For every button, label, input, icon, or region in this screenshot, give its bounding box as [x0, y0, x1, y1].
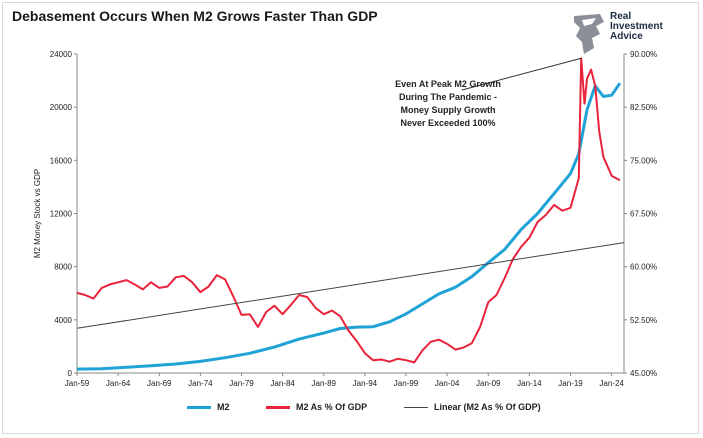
- x-tick-label: Jan-24: [599, 379, 624, 388]
- logo-line3: Advice: [610, 31, 643, 42]
- x-tick-label: Jan-19: [558, 379, 583, 388]
- y-right-tick-label: 67.50%: [630, 210, 657, 219]
- y-right-tick-label: 82.50%: [630, 103, 657, 112]
- y-right-tick-label: 75.00%: [630, 156, 657, 165]
- y-left-tick-label: 24000: [50, 50, 73, 59]
- logo-line2: Investment: [610, 21, 663, 32]
- axes: 0 4000 8000 12000 16000 20000 24000 45.00% 52.50…: [33, 50, 657, 388]
- legend-swatch-linear: [404, 406, 428, 408]
- chart-frame: [2, 2, 699, 434]
- legend-swatch-m2-pct: [266, 405, 290, 409]
- annotation-line: Even At Peak M2 Growth: [395, 79, 501, 89]
- annotation-pointer: [461, 57, 582, 91]
- series-line-0: [76, 82, 622, 371]
- legend-swatch-m2: [187, 405, 211, 409]
- y-right-tick-label: 45.00%: [630, 369, 657, 378]
- y-left-tick-label: 16000: [50, 156, 73, 165]
- y-axis-label: M2 Money Stock vs GDP: [33, 169, 42, 258]
- y-left-tick-label: 0: [68, 369, 73, 378]
- legend-item-m2-pct: M2 As % Of GDP: [266, 402, 367, 412]
- legend-label-m2-pct: M2 As % Of GDP: [296, 402, 368, 412]
- x-tick-label: Jan-89: [312, 379, 337, 388]
- x-tick-label: Jan-59: [65, 379, 90, 388]
- x-tick-label: Jan-84: [270, 379, 295, 388]
- x-tick-label: Jan-64: [106, 379, 131, 388]
- legend-label-m2: M2: [217, 402, 230, 412]
- legend-item-linear: Linear (M2 As % Of GDP): [404, 402, 541, 412]
- brand-logo: Real Investment Advice: [570, 12, 690, 56]
- logo-line1: Real: [610, 11, 632, 22]
- annotation-layer: Even At Peak M2 Growth During The Pandemi…: [395, 57, 582, 128]
- x-tick-label: Jan-79: [229, 379, 254, 388]
- x-tick-label: Jan-94: [353, 379, 378, 388]
- series-line-1: [76, 57, 621, 364]
- x-tick-label: Jan-04: [435, 379, 460, 388]
- chart-title: Debasement Occurs When M2 Grows Faster T…: [12, 8, 378, 24]
- x-tick-label: Jan-09: [476, 379, 501, 388]
- series-line-2: [76, 242, 625, 329]
- y-right-tick-label: 90.00%: [630, 50, 657, 59]
- legend-item-m2: M2: [187, 402, 230, 412]
- annotation-line: Never Exceeded 100%: [400, 118, 495, 128]
- x-tick-label: Jan-14: [517, 379, 542, 388]
- annotation-line: Money Supply Growth: [400, 105, 495, 115]
- y-right-tick-label: 60.00%: [630, 263, 657, 272]
- y-left-tick-label: 4000: [54, 316, 72, 325]
- y-left-tick-label: 20000: [50, 103, 73, 112]
- y-right-tick-label: 52.50%: [630, 316, 657, 325]
- annotation-line: During The Pandemic -: [399, 92, 497, 102]
- legend-label-linear: Linear (M2 As % Of GDP): [434, 402, 541, 412]
- y-left-tick-label: 12000: [50, 210, 73, 219]
- eagle-icon: [574, 14, 604, 54]
- y-left-tick-label: 8000: [54, 263, 72, 272]
- x-tick-label: Jan-69: [147, 379, 172, 388]
- legend: M2 M2 As % Of GDP Linear (M2 As % Of GDP…: [0, 402, 703, 416]
- x-tick-label: Jan-99: [394, 379, 419, 388]
- series-layer: [76, 57, 625, 371]
- x-tick-label: Jan-74: [188, 379, 213, 388]
